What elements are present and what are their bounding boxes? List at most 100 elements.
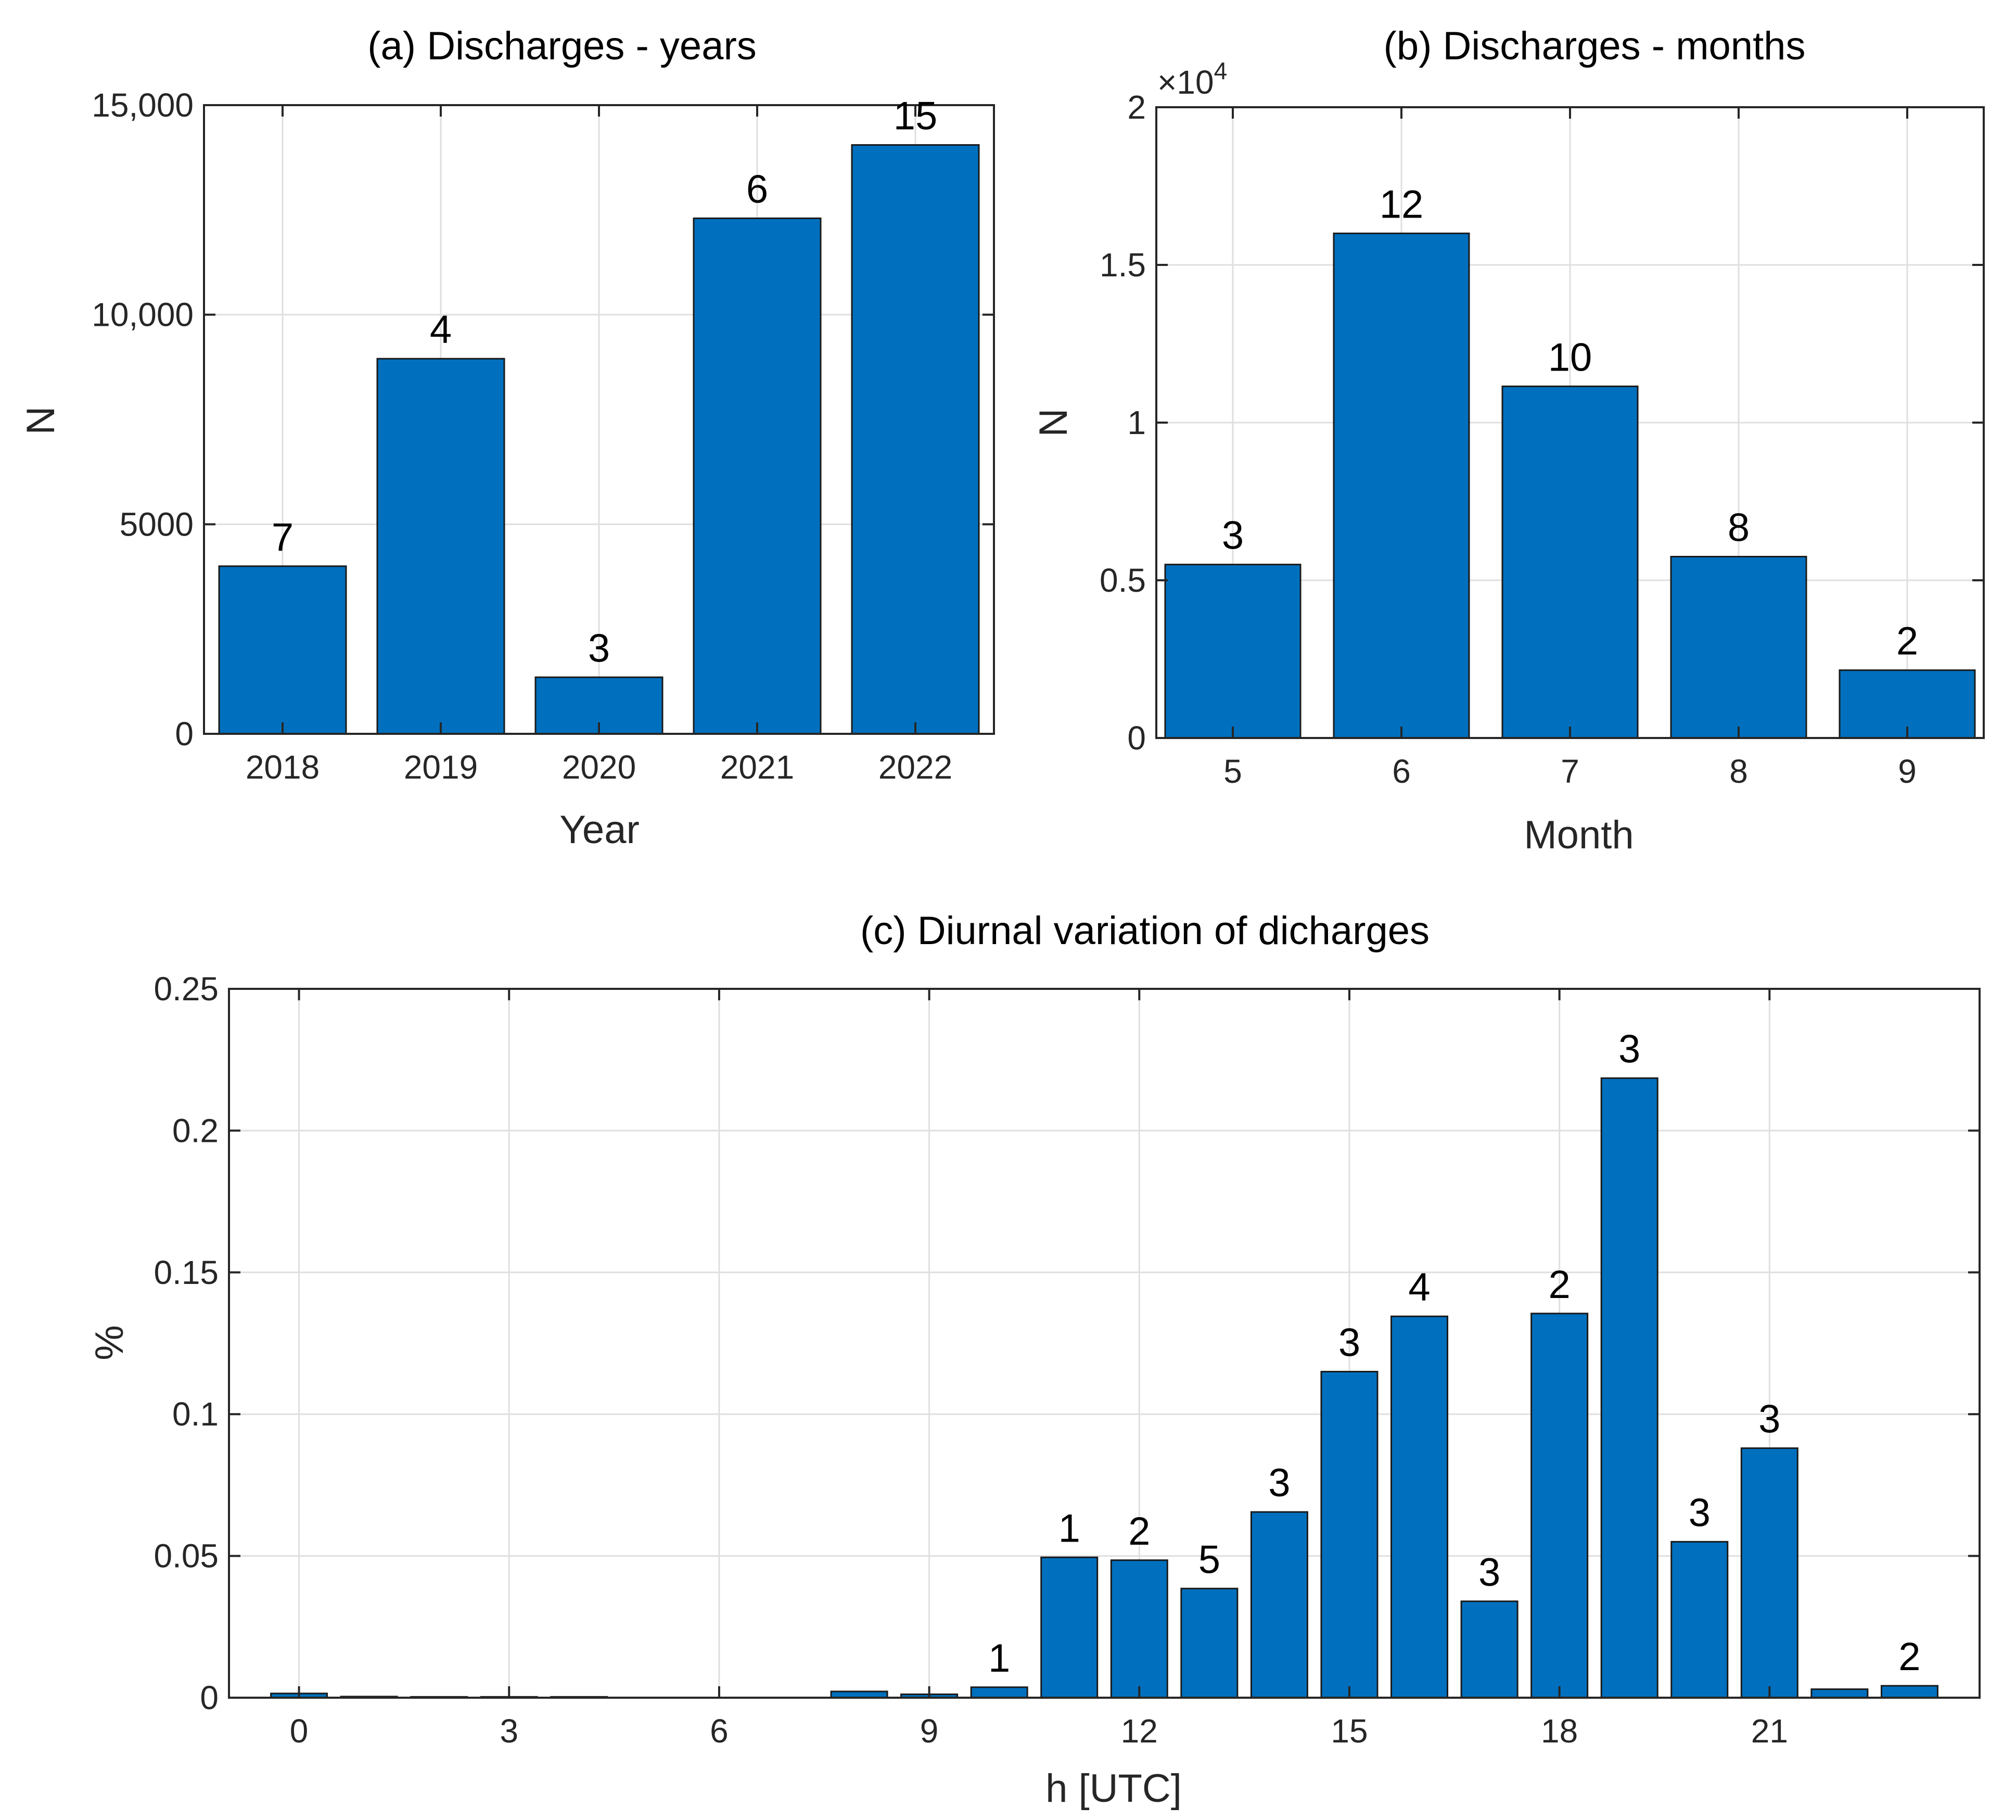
xtick-label: 2020: [562, 748, 636, 786]
bar-label: 3: [1758, 1397, 1780, 1442]
bar: [1333, 232, 1470, 739]
bar-label: 3: [1222, 514, 1244, 558]
bar: [1250, 1511, 1308, 1699]
xtick-label: 2021: [720, 748, 794, 786]
xtick-label: 9: [1898, 753, 1917, 790]
ytick-label: 1: [1127, 404, 1146, 441]
ytick-label: 5000: [120, 505, 194, 543]
bar-label: 3: [1689, 1491, 1711, 1535]
bar-label: 2: [1128, 1509, 1150, 1554]
bar-label: 7: [272, 515, 294, 559]
ytick-label: 0.5: [1100, 562, 1146, 599]
ytick-label: 0.25: [154, 970, 219, 1008]
bar-label: 2: [1898, 1635, 1920, 1679]
bar: [376, 358, 505, 735]
xtick-label: 18: [1541, 1712, 1578, 1750]
panel-b-months: (b) Discharges - months Month N ×104 0 0.…: [1031, 24, 1985, 857]
bar: [1670, 1541, 1729, 1699]
bar-label: 15: [894, 94, 938, 138]
bar-label: 1: [1058, 1506, 1080, 1550]
bar: [1670, 556, 1807, 739]
bar: [970, 1686, 1028, 1699]
xtick-label: 2018: [246, 748, 320, 786]
panel-a-years: (a) Discharges - years Year N 0 5000 10,00…: [19, 24, 995, 852]
ytick-label: 0: [175, 715, 194, 753]
bar-label: 3: [1478, 1550, 1500, 1595]
ytick-label: 10,000: [92, 296, 194, 334]
xtick-label: 15: [1331, 1712, 1368, 1750]
bar: [1810, 1688, 1869, 1699]
panel-b-ticks: 0 0.5 1 1.5 2 5 6 7 8 9: [1100, 88, 1984, 790]
panel-c-bar-labels: 1 1 2 5 3 3 4 3 2 3 3 3 2: [988, 1027, 1921, 1681]
bar-label: 10: [1548, 335, 1592, 379]
panel-a-title: (a) Discharges - years: [367, 24, 757, 68]
panel-c-ylabel: %: [87, 1325, 132, 1360]
ytick-label: 0.05: [154, 1537, 219, 1575]
ytick-label: 0: [200, 1679, 219, 1716]
xtick-label: 21: [1751, 1712, 1788, 1750]
bar: [1460, 1600, 1519, 1699]
bar-label: 2: [1548, 1263, 1570, 1307]
bar: [218, 565, 347, 735]
bar-label: 8: [1728, 506, 1750, 550]
xtick-label: 5: [1223, 753, 1242, 790]
ytick-label: 0.15: [154, 1254, 219, 1291]
bar-label: 12: [1380, 182, 1424, 226]
xtick-label: 2019: [404, 748, 478, 786]
panel-a-ticks: 0 5000 10,000 15,000 2018 2019 2020 2021 2022: [92, 86, 994, 786]
xtick-label: 6: [710, 1712, 729, 1750]
xtick-label: 6: [1392, 753, 1411, 790]
bar: [851, 144, 980, 735]
bar: [1501, 385, 1639, 739]
panel-a-xlabel: Year: [559, 808, 640, 852]
xtick-label: 12: [1121, 1712, 1158, 1750]
panel-c-title: (c) Diurnal variation of dicharges: [860, 909, 1430, 953]
panel-b-title: (b) Discharges - months: [1384, 24, 1806, 68]
panel-b-xlabel: Month: [1524, 813, 1634, 857]
xtick-label: 8: [1729, 753, 1748, 790]
panel-c-axes-frame: [228, 988, 1981, 1699]
bar: [1600, 1077, 1658, 1699]
bar: [1390, 1315, 1449, 1699]
ytick-label: 15,000: [92, 86, 194, 124]
panel-b-ylabel: N: [1031, 409, 1076, 437]
bar: [1320, 1370, 1379, 1699]
panel-c-bars: [270, 1077, 1938, 1699]
bar-label: 3: [588, 626, 610, 670]
ytick-label: 0: [1127, 719, 1146, 757]
panel-b-bar-labels: 3 12 10 8 2: [1222, 182, 1918, 663]
bar: [1040, 1556, 1099, 1699]
bar: [1110, 1559, 1168, 1699]
panel-c-diurnal: (c) Diurnal variation of dicharges h [UT…: [87, 909, 1981, 1811]
panel-a-bars: [218, 144, 980, 735]
ytick-label: 2: [1127, 88, 1146, 126]
panel-c-ticks: 00.050.10.150.20.250 3 6 9 12 15 18 21: [154, 970, 1980, 1750]
bar: [693, 217, 822, 735]
bar-label: 3: [1268, 1461, 1290, 1505]
bar-label: 3: [1618, 1027, 1640, 1072]
bar-label: 4: [1408, 1265, 1430, 1309]
bar: [1740, 1447, 1798, 1699]
bar-label: 6: [746, 167, 768, 211]
bar-label: 2: [1896, 619, 1918, 664]
bar: [1164, 564, 1302, 739]
xtick-label: 3: [500, 1712, 518, 1750]
xtick-label: 0: [290, 1712, 309, 1750]
bar: [1880, 1685, 1938, 1699]
xtick-label: 9: [920, 1712, 939, 1750]
panel-b-exponent-label: ×104: [1157, 57, 1227, 101]
ytick-label: 1.5: [1100, 246, 1146, 284]
panel-c-xlabel: h [UTC]: [1045, 1766, 1182, 1811]
ytick-label: 0.1: [172, 1395, 219, 1433]
ytick-label: 0.2: [172, 1112, 219, 1149]
bar: [1530, 1313, 1589, 1699]
xtick-label: 2022: [878, 748, 952, 786]
panel-a-ylabel: N: [19, 406, 63, 435]
bar-label: 5: [1198, 1537, 1220, 1582]
bar: [1180, 1587, 1239, 1699]
panel-a-bar-labels: 7 4 3 6 15: [272, 94, 937, 671]
bar-label: 3: [1338, 1320, 1360, 1365]
xtick-label: 7: [1561, 753, 1579, 790]
